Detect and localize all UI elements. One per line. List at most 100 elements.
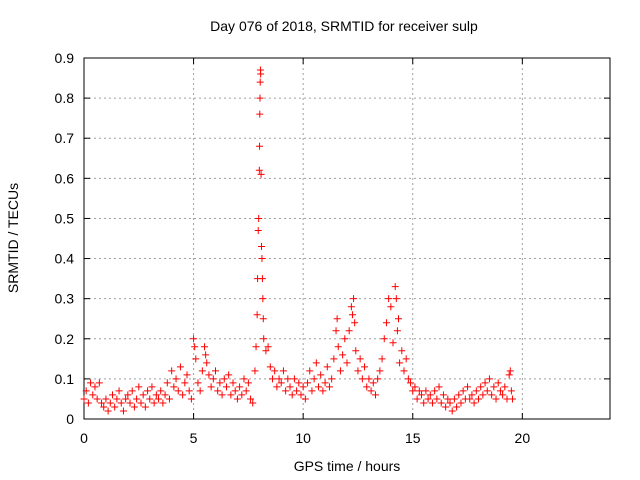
data-points (80, 66, 516, 415)
data-point (284, 375, 292, 383)
data-point (365, 375, 373, 383)
data-point (236, 383, 244, 391)
data-point (363, 383, 371, 391)
data-point (233, 395, 241, 403)
y-tick-label: 0.7 (55, 130, 75, 146)
data-point (252, 343, 260, 351)
data-point (398, 347, 406, 355)
data-point (413, 395, 421, 403)
data-point (84, 399, 92, 407)
data-point (339, 351, 347, 359)
data-point (290, 375, 298, 383)
data-point (117, 399, 125, 407)
data-point (435, 383, 443, 391)
data-point (356, 355, 364, 363)
data-point (80, 395, 88, 403)
data-point (477, 383, 485, 391)
data-point (82, 387, 90, 395)
data-point (507, 387, 515, 395)
data-point (220, 375, 228, 383)
data-point (446, 399, 454, 407)
data-point (424, 395, 432, 403)
data-point (286, 383, 294, 391)
y-tick-labels: 0 0.1 0.2 0.3 0.4 0.5 0.6 0.7 0.8 0.9 (55, 50, 75, 427)
data-point (126, 399, 134, 407)
y-tick-label: 0.5 (55, 210, 75, 226)
data-point (148, 383, 156, 391)
data-point (501, 383, 509, 391)
data-point (135, 383, 143, 391)
data-point (139, 391, 147, 399)
data-point (111, 403, 119, 411)
data-point (393, 327, 401, 335)
data-point (89, 391, 97, 399)
data-point (102, 395, 110, 403)
data-point (165, 395, 173, 403)
data-point (106, 399, 114, 407)
data-point (490, 383, 498, 391)
data-point (268, 375, 276, 383)
data-point (119, 407, 127, 415)
data-point (205, 371, 213, 379)
data-point (506, 367, 514, 375)
data-point (418, 391, 426, 399)
data-point (212, 367, 219, 375)
data-point (352, 347, 360, 355)
data-point (157, 387, 165, 395)
data-point (155, 395, 163, 403)
data-point (343, 359, 351, 367)
data-point (130, 403, 138, 411)
data-point (483, 387, 491, 395)
data-point (185, 387, 193, 395)
data-point (163, 379, 171, 387)
data-point (306, 367, 314, 375)
data-point (176, 363, 184, 371)
data-point (508, 395, 516, 403)
data-point (170, 383, 178, 391)
y-tick-label: 0.1 (55, 371, 75, 387)
data-point (426, 391, 434, 399)
data-point (505, 371, 513, 379)
data-point (161, 391, 169, 399)
data-point (354, 367, 362, 375)
axis-ticks (83, 57, 610, 420)
data-point (190, 335, 198, 343)
data-point (293, 387, 301, 395)
data-point (254, 226, 262, 234)
data-point (259, 315, 267, 323)
x-tick-label: 0 (80, 430, 88, 446)
data-point (159, 399, 167, 407)
data-point (244, 379, 252, 387)
data-point (442, 403, 450, 411)
data-point (225, 371, 233, 379)
data-point (93, 395, 101, 403)
data-point (345, 327, 353, 335)
data-point (395, 315, 403, 323)
data-point (242, 387, 250, 395)
data-point (439, 391, 447, 399)
data-point (348, 311, 356, 319)
data-point (181, 379, 189, 387)
data-point (259, 295, 267, 303)
data-point (256, 94, 264, 102)
x-tick-label: 20 (515, 430, 531, 446)
data-point (227, 391, 235, 399)
data-point (288, 391, 296, 399)
data-point (334, 343, 342, 351)
data-point (369, 379, 377, 387)
data-point (382, 319, 390, 327)
data-point (332, 327, 340, 335)
plot-frame (83, 57, 611, 420)
data-point (279, 367, 287, 375)
data-point (240, 375, 248, 383)
data-point (431, 387, 439, 395)
data-point (492, 395, 500, 403)
data-point (400, 367, 408, 375)
data-point (144, 387, 152, 395)
data-point (380, 335, 388, 343)
data-point (174, 387, 182, 395)
data-point (470, 399, 478, 407)
data-point (209, 375, 217, 383)
data-point (229, 379, 237, 387)
data-point (409, 387, 417, 395)
